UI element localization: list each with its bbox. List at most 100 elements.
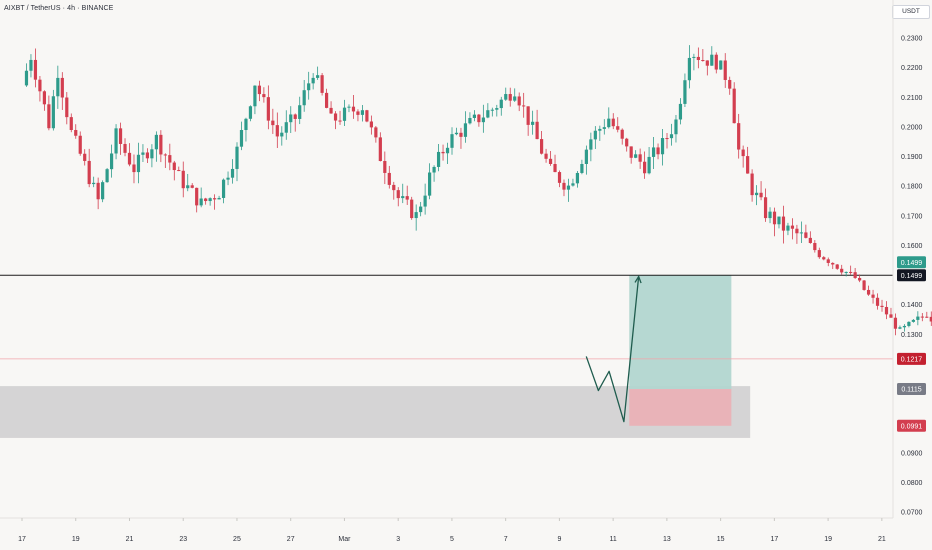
candle-up bbox=[719, 60, 723, 70]
candle-up bbox=[678, 103, 683, 120]
candle-down bbox=[629, 146, 633, 158]
time-tick-label: 3 bbox=[396, 536, 400, 543]
zones-layer bbox=[0, 275, 751, 438]
candle-down bbox=[195, 187, 199, 206]
candle-down bbox=[562, 182, 566, 190]
candle-up bbox=[799, 232, 803, 234]
price-tick-label: 0.1400 bbox=[901, 302, 923, 309]
candle-down bbox=[746, 156, 750, 174]
candle-up bbox=[777, 216, 781, 225]
candle-down bbox=[159, 134, 163, 155]
candle-down bbox=[620, 129, 624, 139]
time-tick-label: 11 bbox=[609, 536, 616, 543]
candle-down bbox=[522, 105, 526, 107]
candle-down bbox=[817, 250, 821, 258]
price-tick-label: 0.0900 bbox=[901, 450, 923, 457]
candle-up bbox=[445, 147, 450, 154]
candle-down bbox=[548, 158, 553, 164]
time-tick-label: 17 bbox=[770, 536, 778, 543]
candle-down bbox=[74, 129, 78, 136]
price-tick-label: 0.1300 bbox=[901, 332, 923, 339]
candle-up bbox=[647, 156, 651, 174]
candle-up bbox=[280, 132, 284, 137]
time-tick-label: 25 bbox=[233, 536, 241, 543]
candle-up bbox=[916, 316, 920, 320]
candle-down bbox=[127, 152, 132, 165]
candle-up bbox=[432, 166, 436, 173]
entry-price-label: 0.1115 bbox=[901, 387, 921, 394]
candle-up bbox=[414, 212, 418, 219]
candle-up bbox=[342, 107, 347, 121]
resistance-price-badge bbox=[897, 269, 926, 282]
time-tick-label: 23 bbox=[179, 536, 187, 543]
candle-up bbox=[208, 198, 212, 202]
candle-down bbox=[795, 228, 799, 234]
stop-price-label: 0.0991 bbox=[901, 423, 923, 430]
candle-down bbox=[410, 199, 414, 219]
candle-up bbox=[141, 152, 145, 155]
candle-down bbox=[858, 277, 862, 281]
target-zone bbox=[629, 275, 732, 390]
candle-down bbox=[893, 317, 898, 329]
candle-up bbox=[607, 118, 611, 128]
candle-down bbox=[118, 128, 123, 144]
time-tick-label: 7 bbox=[504, 536, 508, 543]
candle-up bbox=[347, 106, 351, 108]
candle-up bbox=[199, 198, 203, 206]
candle-down bbox=[60, 77, 64, 98]
candle-up bbox=[114, 128, 118, 154]
candle-up bbox=[302, 90, 306, 106]
candle-down bbox=[526, 106, 530, 125]
symbol-title[interactable]: AIXBT / TetherUS · 4h · BINANCE bbox=[4, 5, 114, 12]
candle-up bbox=[486, 110, 490, 118]
candle-up bbox=[150, 149, 154, 159]
candle-up bbox=[284, 122, 288, 133]
candle-up bbox=[230, 168, 235, 178]
candle-down bbox=[33, 59, 38, 80]
candle-down bbox=[374, 127, 378, 138]
entry-price-badge bbox=[897, 383, 926, 396]
candle-down bbox=[204, 198, 208, 202]
candle-down bbox=[723, 60, 727, 80]
candle-down bbox=[87, 160, 91, 185]
candle-up bbox=[669, 134, 674, 139]
price-tick-label: 0.0700 bbox=[901, 510, 923, 517]
candle-down bbox=[665, 138, 669, 140]
price-tick-label: 0.0800 bbox=[901, 480, 923, 487]
candles-layer bbox=[24, 45, 932, 336]
candle-down bbox=[920, 316, 924, 318]
candle-down bbox=[544, 153, 548, 159]
candle-up bbox=[513, 96, 517, 101]
candle-up bbox=[226, 177, 230, 180]
candle-up bbox=[907, 321, 911, 326]
candle-up bbox=[571, 183, 575, 186]
candle-down bbox=[329, 107, 333, 114]
target-price-label: 0.1499 bbox=[901, 260, 923, 267]
candle-up bbox=[311, 77, 315, 84]
candle-up bbox=[360, 110, 365, 115]
time-tick-label: 19 bbox=[72, 536, 80, 543]
candle-up bbox=[463, 123, 468, 137]
candle-down bbox=[83, 153, 87, 161]
candle-up bbox=[589, 139, 593, 150]
candle-up bbox=[29, 59, 33, 71]
time-axis[interactable]: 17 19 21 23 25 27 Mar 3 5 7 9 11 13 15 17 19 21 bbox=[0, 517, 893, 543]
candle-down bbox=[759, 192, 763, 198]
candle-down bbox=[808, 237, 812, 243]
candle-down bbox=[324, 92, 329, 108]
candle-up bbox=[898, 327, 902, 329]
candle-up bbox=[109, 153, 114, 170]
price-tick-label: 0.2300 bbox=[901, 36, 923, 43]
candle-down bbox=[849, 271, 853, 273]
candle-up bbox=[289, 114, 293, 123]
candle-down bbox=[539, 139, 544, 154]
price-axis[interactable]: 0.2300 0.2200 0.2100 0.2000 0.1900 0.1800 0.17… bbox=[892, 0, 923, 518]
candle-down bbox=[741, 149, 745, 157]
last-price-label: 0.1217 bbox=[901, 356, 923, 363]
candle-down bbox=[813, 242, 817, 251]
candle-up bbox=[495, 108, 499, 110]
candle-up bbox=[902, 325, 907, 328]
candle-down bbox=[750, 173, 754, 196]
